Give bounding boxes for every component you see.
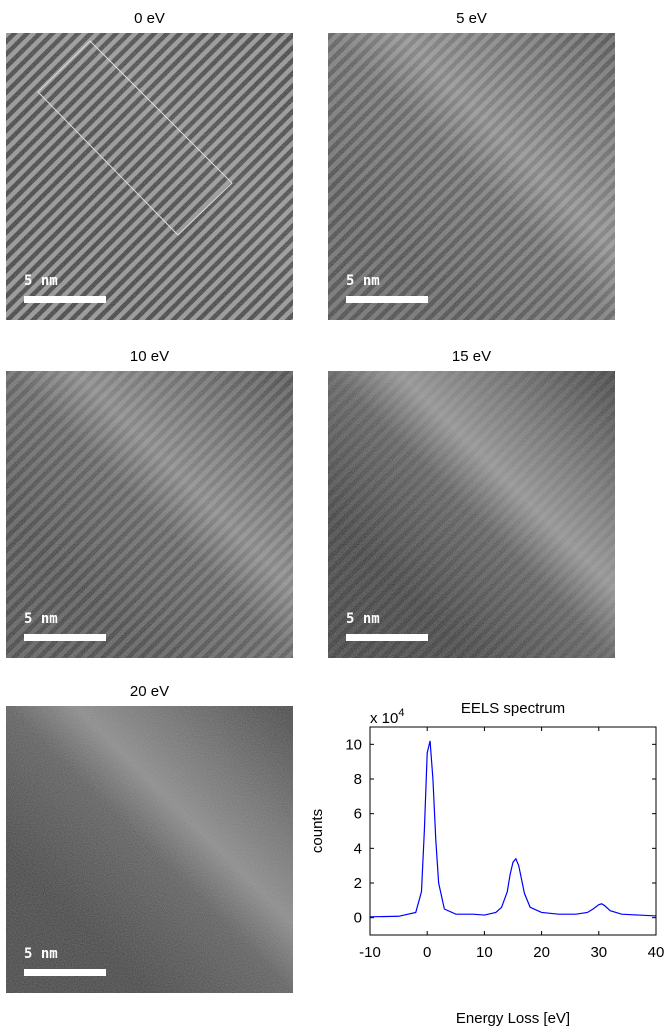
- x-axis-label: Energy Loss [eV]: [456, 1010, 570, 1027]
- y-tick-label: 2: [354, 875, 362, 892]
- micrograph: [328, 371, 615, 658]
- x-tick-label: 0: [423, 944, 431, 961]
- image-noise: [328, 33, 615, 320]
- x-tick-label: -10: [359, 944, 381, 961]
- panel-title: 20 eV: [130, 683, 169, 700]
- x-tick-label: 20: [533, 944, 550, 961]
- spectrum-line: [369, 740, 657, 918]
- x-tick-label: 30: [590, 944, 607, 961]
- y-tick-label: 6: [354, 806, 362, 823]
- micrograph: [6, 33, 293, 320]
- multiplier-base: x 10: [370, 710, 398, 727]
- image-noise: [6, 33, 293, 320]
- x-tick-label: 40: [648, 944, 665, 961]
- scale-bar: [346, 634, 428, 641]
- plot-frame: [369, 726, 657, 936]
- scale-bar: [24, 634, 106, 641]
- scale-label: 5 nm: [346, 273, 380, 289]
- y-tick-label: 4: [354, 840, 362, 857]
- y-multiplier: x 104: [370, 707, 404, 727]
- scale-bar: [24, 296, 106, 303]
- image-noise: [6, 371, 293, 658]
- scale-label: 5 nm: [24, 273, 58, 289]
- scale-bar: [346, 296, 428, 303]
- panel-title: 10 eV: [130, 348, 169, 365]
- panel-title: 0 eV: [134, 10, 165, 27]
- roi-box: [37, 40, 233, 236]
- panel-title: 15 eV: [452, 348, 491, 365]
- multiplier-exponent: 4: [398, 707, 404, 719]
- scale-label: 5 nm: [24, 946, 58, 962]
- y-tick-label: 8: [354, 771, 362, 788]
- chart-title: EELS spectrum: [461, 700, 565, 717]
- micrograph: [6, 371, 293, 658]
- image-noise: [6, 706, 293, 993]
- scale-bar: [24, 969, 106, 976]
- x-tick-label: 10: [476, 944, 493, 961]
- scale-label: 5 nm: [24, 611, 58, 627]
- micrograph: [6, 706, 293, 993]
- panel-title: 5 eV: [456, 10, 487, 27]
- y-axis-label: counts: [309, 809, 326, 853]
- image-noise: [328, 371, 615, 658]
- y-tick-label: 0: [354, 910, 362, 927]
- micrograph: [328, 33, 615, 320]
- y-tick-label: 10: [345, 736, 362, 753]
- scale-label: 5 nm: [346, 611, 380, 627]
